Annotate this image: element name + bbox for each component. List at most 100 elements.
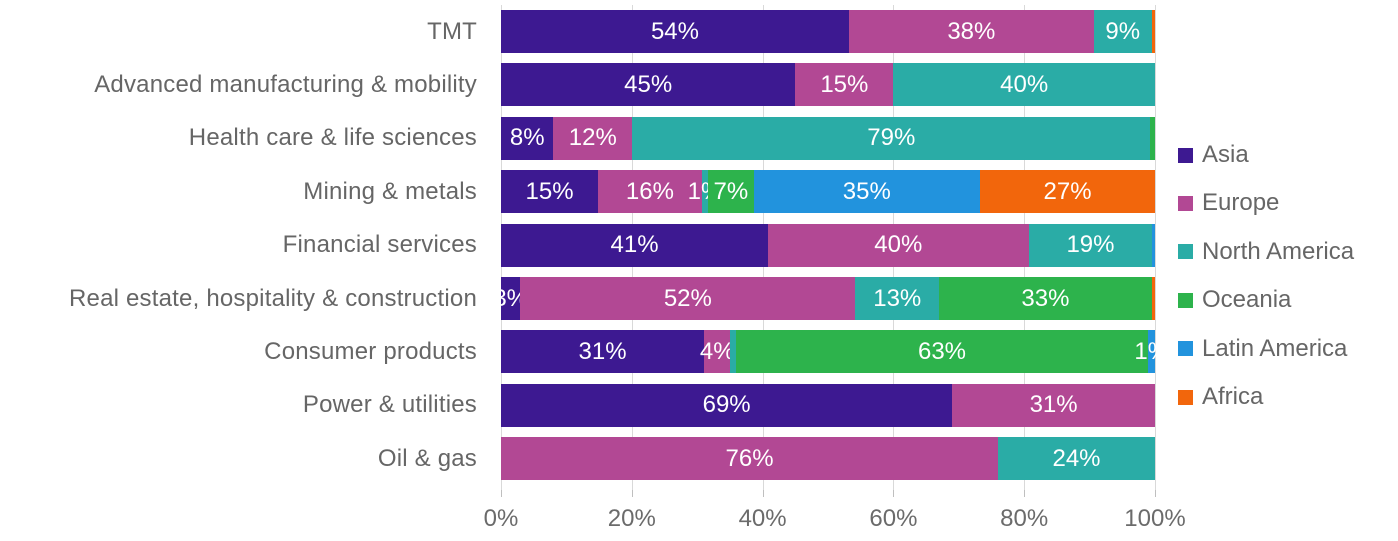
- bar-value-label: 52%: [663, 284, 712, 312]
- bar-value-label: 31%: [1029, 391, 1078, 419]
- bar-row: Oil & gas 76% 24%: [0, 437, 1398, 481]
- bar-segment-oceania: 63%: [735, 330, 1149, 374]
- bar-track: 8% 12% 79%: [501, 116, 1155, 160]
- bar-row: Advanced manufacturing & mobility 45% 15% 4…: [0, 63, 1398, 107]
- bar-value-label: 33%: [1021, 284, 1070, 312]
- bar-track: 3% 52% 13% 33%: [493, 277, 1155, 320]
- bar-segment-asia: 45%: [501, 63, 796, 107]
- bar-row: Financial services 41% 40% 19%: [0, 223, 1398, 267]
- bar-segment-latin-america: 35%: [753, 170, 981, 214]
- bar-segment-oceania: [1150, 116, 1155, 160]
- bar-value-label: 40%: [1000, 70, 1049, 98]
- legend-label: Africa: [1202, 383, 1264, 410]
- bar-segment-africa: [1151, 10, 1155, 53]
- category-label: Advanced manufacturing & mobility: [94, 70, 477, 98]
- x-tick-label: 80%: [1000, 505, 1049, 532]
- legend-swatch-icon: [1178, 244, 1193, 260]
- bar-value-label: 16%: [625, 177, 674, 205]
- bar-value-label: 31%: [578, 337, 627, 365]
- x-tick-label: 60%: [869, 505, 918, 532]
- bar-value-label: 76%: [725, 444, 774, 472]
- bar-value-label: 9%: [1105, 17, 1141, 45]
- bar-track: 41% 40% 19%: [501, 223, 1155, 267]
- bar-value-label: 54%: [650, 17, 699, 45]
- bar-value-label: 8%: [509, 124, 545, 152]
- bar-segment-asia: 41%: [501, 223, 769, 267]
- bar-row: Power & utilities 69% 31%: [0, 383, 1398, 427]
- bar-segment-oceania: 33%: [939, 277, 1152, 320]
- bar-value-label: 19%: [1066, 231, 1115, 259]
- category-label: Mining & metals: [303, 177, 477, 205]
- legend-swatch-icon: [1178, 147, 1193, 163]
- bar-value-label: 24%: [1052, 444, 1101, 472]
- bar-value-label: 45%: [624, 70, 673, 98]
- x-tick-label: 100%: [1124, 505, 1186, 532]
- bar-segment-asia: 15%: [501, 170, 599, 214]
- bar-value-label: 27%: [1043, 177, 1092, 205]
- category-label: Health care & life sciences: [188, 124, 477, 152]
- category-label: Power & utilities: [302, 391, 477, 419]
- legend-item-latin-america: Latin America: [1178, 335, 1347, 363]
- x-axis-tick: [631, 490, 633, 497]
- legend-item-africa: Africa: [1178, 383, 1263, 411]
- category-label: Consumer products: [264, 337, 477, 365]
- bar-row: Consumer products 31% 4% 63% 1%: [0, 330, 1398, 374]
- bar-value-label: 1%: [1134, 337, 1170, 365]
- x-tick-label: 40%: [738, 505, 787, 532]
- bar-segment-europe: 12%: [553, 116, 633, 160]
- legend-swatch-icon: [1178, 195, 1193, 211]
- bar-segment-europe: 4%: [700, 330, 735, 374]
- legend-item-asia: Asia: [1178, 141, 1249, 169]
- bar-segment-europe: 76%: [501, 437, 999, 481]
- bar-segment-africa: 27%: [980, 170, 1155, 214]
- category-label: TMT: [427, 17, 477, 45]
- x-axis-tick: [1155, 490, 1156, 497]
- bar-segment-oceania: 7%: [708, 170, 754, 214]
- bar-value-label: 4%: [699, 337, 735, 365]
- category-label: Oil & gas: [377, 444, 477, 472]
- bar-value-label: 40%: [874, 231, 923, 259]
- bar-track: 45% 15% 40%: [501, 63, 1155, 107]
- bar-segment-north-america: 40%: [893, 63, 1155, 107]
- bar-value-label: 79%: [867, 124, 916, 152]
- bar-value-label: 15%: [525, 177, 574, 205]
- legend-label: Latin America: [1202, 334, 1348, 362]
- bar-value-label: 7%: [713, 177, 749, 205]
- bar-segment-north-america: 24%: [998, 437, 1155, 481]
- legend-label: Asia: [1202, 141, 1249, 168]
- legend-item-europe: Europe: [1178, 189, 1279, 217]
- bar-segment-north-america: 9%: [1093, 10, 1152, 53]
- bar-row: Real estate, hospitality & construction 3…: [0, 277, 1398, 320]
- bar-segment-latin-america: [1152, 223, 1155, 267]
- bar-segment-europe: 16%: [598, 170, 702, 214]
- bar-segment-asia: 69%: [501, 383, 953, 427]
- x-axis-tick: [893, 490, 895, 497]
- bar-segment-north-america: 13%: [855, 277, 940, 320]
- bar-segment-north-america: 19%: [1028, 223, 1153, 267]
- bar-value-label: 63%: [917, 337, 967, 365]
- legend-swatch-icon: [1178, 292, 1193, 308]
- bar-segment-asia: 3%: [493, 277, 528, 320]
- x-axis-tick: [762, 490, 764, 497]
- bar-segment-north-america: 79%: [632, 116, 1151, 160]
- bar-segment-latin-america: 1%: [1134, 330, 1169, 374]
- legend-swatch-icon: [1178, 341, 1193, 357]
- bar-segment-asia: 8%: [501, 116, 554, 160]
- x-tick-label: 20%: [607, 505, 656, 532]
- bar-track: 31% 4% 63% 1%: [501, 330, 1169, 374]
- bar-segment-north-america: [730, 330, 736, 374]
- bar-track: 76% 24%: [501, 437, 1155, 481]
- bar-track: 54% 38% 9%: [501, 10, 1155, 53]
- legend-label: North America: [1202, 237, 1355, 265]
- bar-value-label: 38%: [947, 17, 996, 45]
- legend-item-oceania: Oceania: [1178, 286, 1291, 314]
- bar-value-label: 13%: [873, 284, 922, 312]
- category-label: Real estate, hospitality & construction: [68, 284, 477, 312]
- bar-segment-europe: 38%: [848, 10, 1094, 53]
- bar-segment-asia: 54%: [501, 10, 849, 53]
- bar-track: 15% 16% 1% 7% 35% 27%: [501, 170, 1155, 214]
- legend-swatch-icon: [1178, 389, 1193, 405]
- bar-value-label: 12%: [568, 124, 617, 152]
- bar-value-label: 41%: [610, 231, 659, 259]
